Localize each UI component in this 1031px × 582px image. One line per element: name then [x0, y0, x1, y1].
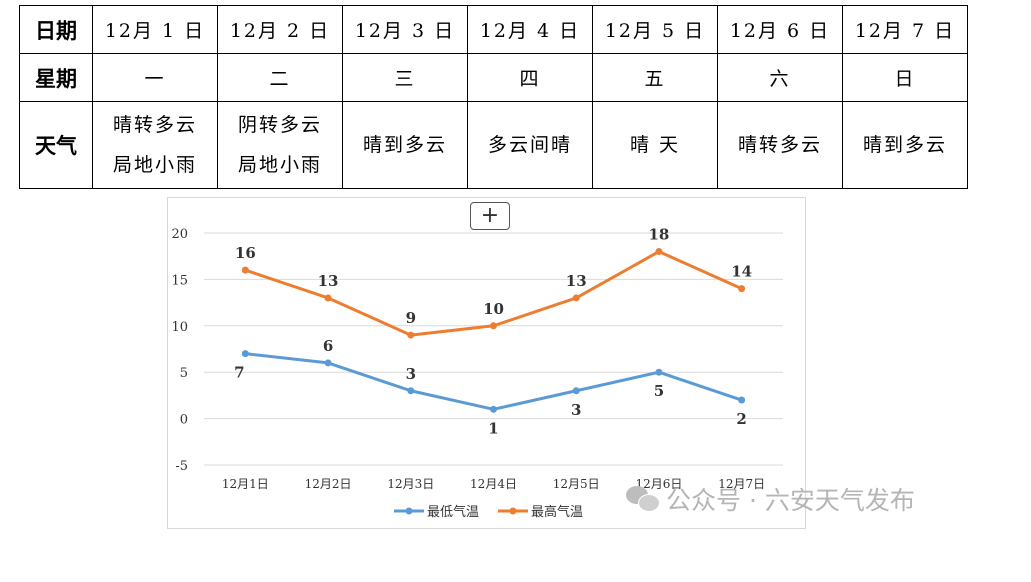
x-tick-label: 12月1日: [222, 477, 269, 491]
weather-cell: 阴转多云 局地小雨: [217, 101, 343, 189]
x-tick-label: 12月4日: [470, 477, 517, 491]
data-point: [324, 294, 332, 302]
weekday-cell: 日: [842, 53, 968, 102]
y-tick-label: -5: [175, 459, 188, 474]
weather-cell: 晴转多云 局地小雨: [92, 101, 218, 189]
forecast-table: 日期 12月 1 日 12月 2 日 12月 3 日 12月 4 日 12月 5…: [19, 5, 968, 189]
date-cell: 12月 2 日: [217, 5, 343, 54]
date-cell: 12月 5 日: [592, 5, 718, 54]
date-cell: 12月 7 日: [842, 5, 968, 54]
x-tick-label: 12月6日: [635, 477, 682, 491]
data-point: [407, 331, 415, 339]
data-label: 16: [235, 244, 256, 262]
watermark-text: 公众号 · 六安天气发布: [666, 486, 915, 515]
weekday-cell: 一: [92, 53, 218, 102]
date-cell: 12月 6 日: [717, 5, 843, 54]
data-label: 3: [406, 365, 416, 383]
data-point: [324, 359, 332, 367]
data-point: [490, 405, 497, 413]
data-label: 1: [488, 419, 498, 437]
weekday-cell: 四: [467, 53, 593, 102]
weather-cell: 晴转多云: [717, 101, 843, 189]
weather-cell: 晴到多云: [342, 101, 468, 189]
data-label: 2: [736, 410, 746, 428]
data-label: 3: [571, 401, 581, 419]
weekday-cell: 三: [342, 53, 468, 102]
x-tick-label: 12月2日: [305, 477, 352, 491]
date-cell: 12月 1 日: [92, 5, 218, 54]
add-chart-element-button[interactable]: +: [470, 202, 510, 230]
y-tick-label: 5: [180, 366, 188, 381]
date-cell: 12月 4 日: [467, 5, 593, 54]
data-point: [490, 322, 497, 330]
data-label: 6: [323, 337, 333, 355]
legend-label: 最高气温: [531, 504, 583, 520]
data-label: 18: [648, 226, 669, 244]
data-label: 7: [234, 364, 244, 382]
x-tick-label: 12月3日: [387, 477, 434, 491]
weather-line: 局地小雨: [112, 154, 197, 176]
x-tick-label: 12月7日: [718, 477, 765, 491]
row-label-weather: 天气: [19, 101, 93, 189]
data-point: [655, 368, 663, 376]
weather-row: 天气 晴转多云 局地小雨 阴转多云 局地小雨 晴到多云 多云间晴 晴 天 晴转多…: [19, 101, 968, 189]
x-tick-label: 12月5日: [553, 477, 600, 491]
data-label: 5: [654, 382, 664, 400]
data-label: 14: [731, 263, 752, 281]
weather-line: 阴转多云: [237, 114, 322, 136]
data-point: [655, 248, 663, 256]
weekday-cell: 五: [592, 53, 718, 102]
y-tick-label: 15: [171, 273, 188, 288]
date-cell: 12月 3 日: [342, 5, 468, 54]
data-point: [738, 396, 746, 404]
wechat-icon: [626, 486, 660, 512]
data-point: [407, 387, 415, 395]
weekday-row: 星期 一 二 三 四 五 六 日: [19, 53, 968, 102]
y-tick-label: 20: [171, 227, 188, 242]
series-line: [245, 352, 743, 411]
data-point: [738, 285, 746, 293]
weather-line: 局地小雨: [237, 154, 322, 176]
temperature-chart: -5 0 5 10 15 20 12月1日 12月2日 12月3日 12月4日 12月5日 12月6日…: [167, 197, 806, 529]
weather-line: 晴转多云: [112, 114, 197, 136]
data-label: 13: [318, 272, 339, 290]
weather-cell: 晴到多云: [842, 101, 968, 189]
data-point: [572, 294, 580, 302]
y-tick-label: 0: [180, 413, 188, 428]
date-row: 日期 12月 1 日 12月 2 日 12月 3 日 12月 4 日 12月 5…: [19, 5, 968, 54]
weather-line: 晴到多云: [362, 134, 447, 156]
data-label: 13: [566, 272, 587, 290]
data-label: 9: [406, 309, 416, 327]
row-label-weekday: 星期: [19, 53, 93, 102]
data-point: [241, 350, 249, 358]
weather-cell: 多云间晴: [467, 101, 593, 189]
weather-line: 多云间晴: [487, 134, 572, 156]
weather-line: 晴到多云: [862, 134, 947, 156]
data-point: [241, 266, 249, 274]
weather-cell: 晴 天: [592, 101, 718, 189]
data-point: [572, 387, 580, 395]
weather-line: 晴转多云: [737, 134, 822, 156]
y-tick-label: 10: [171, 320, 188, 335]
legend-label: 最低气温: [427, 504, 479, 520]
weekday-cell: 二: [217, 53, 343, 102]
weekday-cell: 六: [717, 53, 843, 102]
legend-marker: [405, 507, 413, 515]
watermark: 公众号 · 六安天气发布: [626, 481, 915, 517]
row-label-date: 日期: [19, 5, 93, 54]
weather-line: 晴 天: [629, 134, 681, 156]
legend-marker: [509, 507, 517, 515]
data-label: 10: [483, 300, 504, 318]
